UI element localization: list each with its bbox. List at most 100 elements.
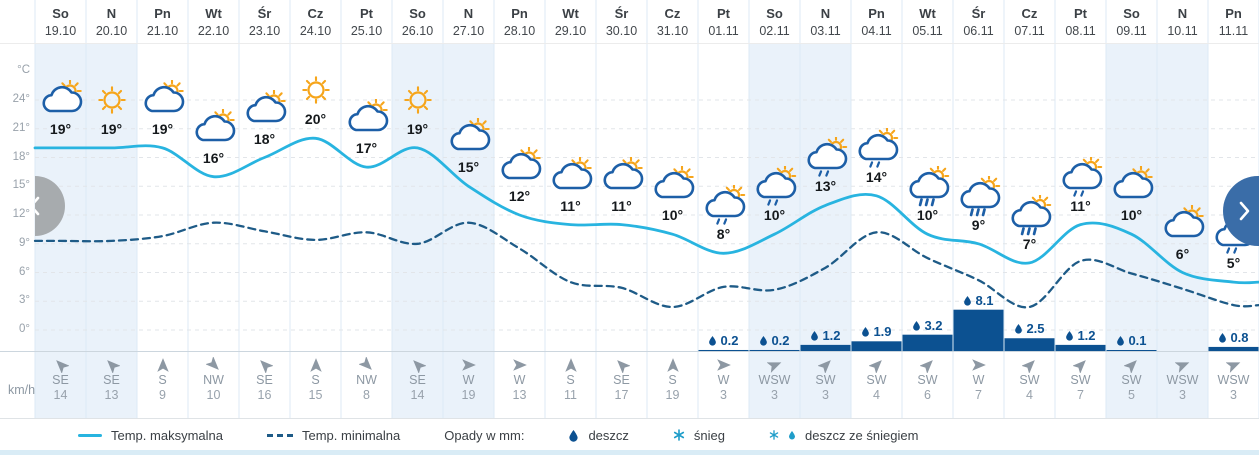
day-column-header[interactable]: N 10.11: [1157, 5, 1208, 40]
wind-speed: 6: [924, 388, 931, 402]
temp-min-line: [33, 221, 1259, 309]
precip-bar: [1208, 346, 1259, 351]
snowflake-icon: [673, 429, 685, 441]
wind-direction: SE: [52, 373, 69, 387]
day-column-header[interactable]: N 27.10: [443, 5, 494, 40]
day-date: 11.11: [1218, 24, 1249, 38]
precip-label: 1.2: [796, 328, 856, 343]
day-column-header[interactable]: Wt 22.10: [188, 5, 239, 40]
day-column-header[interactable]: Pn 04.11: [851, 5, 902, 40]
wind-cell: WSW 3: [1208, 357, 1259, 403]
day-column-header[interactable]: Śr 06.11: [953, 5, 1004, 40]
day-column-header[interactable]: Pn 21.10: [137, 5, 188, 40]
day-column-header[interactable]: Cz 24.10: [290, 5, 341, 40]
precip-label: 1.2: [1051, 328, 1111, 343]
day-date: 03.11: [810, 24, 841, 38]
day-date: 09.11: [1116, 24, 1147, 38]
wind-speed: 11: [564, 388, 577, 402]
day-column-header[interactable]: Wt 05.11: [902, 5, 953, 40]
temp-max-label: 16°: [202, 149, 225, 166]
temp-max-line-sample: [78, 433, 102, 437]
day-column-header[interactable]: Pt 01.11: [698, 5, 749, 40]
day-date: 25.10: [350, 24, 383, 38]
temp-max-label: 14°: [865, 168, 888, 185]
precip-value: 1.2: [1077, 327, 1096, 343]
wind-speed: 7: [1077, 388, 1084, 402]
day-column-header[interactable]: Pt 25.10: [341, 5, 392, 40]
sun-icon: [403, 86, 432, 114]
weather-icon: [38, 79, 84, 122]
wind-direction-arrow-icon: [766, 362, 781, 373]
day-column-header[interactable]: Pn 11.11: [1208, 5, 1259, 40]
sun-cloud-rain-icon: [1010, 193, 1051, 236]
day-column-header[interactable]: N 03.11: [800, 5, 851, 40]
wind-cell: NW 10: [188, 357, 239, 403]
wind-cell: SW 4: [1004, 357, 1055, 403]
temp-max-line: [33, 136, 1259, 285]
sun-cloud-icon: [1163, 203, 1204, 237]
day-column-header[interactable]: Śr 30.10: [596, 5, 647, 40]
day-column-header[interactable]: Cz 31.10: [647, 5, 698, 40]
sun-cloud-icon: [602, 155, 643, 189]
day-column-header[interactable]: Wt 29.10: [545, 5, 596, 40]
rain-drop-icon: [760, 335, 768, 346]
temp-max-label: 10°: [661, 207, 684, 224]
weather-icon: [752, 164, 798, 208]
precip-bar: [800, 344, 851, 351]
weather-icon: [242, 88, 288, 132]
wind-cell: SE 14: [392, 357, 443, 403]
sun-cloud-drizzle-icon: [704, 184, 745, 225]
weekend-column-highlight: [800, 43, 851, 418]
wind-direction-arrow-icon: [1225, 362, 1240, 373]
sun-cloud-icon: [245, 88, 286, 122]
day-column-header[interactable]: So 09.11: [1106, 5, 1157, 40]
wind-speed: 3: [1230, 388, 1237, 402]
day-column-header[interactable]: So 26.10: [392, 5, 443, 40]
wind-speed: 3: [771, 388, 778, 402]
wind-speed: 19: [461, 388, 476, 402]
wind-direction-arrow-icon: [309, 358, 322, 372]
day-column-header[interactable]: Cz 07.11: [1004, 5, 1055, 40]
temp-min-line-sample: [266, 433, 293, 437]
snowflake-icon: [769, 430, 779, 440]
rain-drop-icon: [1219, 332, 1227, 343]
day-date: 30.10: [605, 24, 638, 38]
day-column-header[interactable]: Pn 28.10: [494, 5, 545, 40]
day-column-header[interactable]: N 20.10: [86, 5, 137, 40]
legend-item-line-dashed: Temp. minimalna: [266, 428, 400, 443]
day-column-header[interactable]: Śr 23.10: [239, 5, 290, 40]
wind-direction-arrow-icon: [512, 359, 527, 371]
day-date: 28.10: [503, 24, 536, 38]
day-column-header[interactable]: Pt 08.11: [1055, 5, 1106, 40]
wind-cell: W 19: [443, 357, 494, 403]
legend-label: deszcz ze śniegiem: [804, 427, 919, 443]
precip-value: 0.1: [1128, 333, 1147, 348]
wind-direction-arrow-icon: [716, 359, 731, 371]
temp-max-label: 19°: [151, 120, 174, 137]
temp-max-label: 11°: [1070, 197, 1091, 214]
weather-icon: [89, 80, 135, 122]
wind-direction: SE: [103, 373, 120, 387]
wind-direction: WSW: [1166, 373, 1199, 387]
day-column-header[interactable]: So 19.10: [35, 5, 86, 40]
wind-direction: NW: [203, 373, 224, 387]
day-name: N: [106, 6, 117, 21]
legend-item-drop: deszcz: [568, 428, 629, 443]
sun-cloud-drizzle-icon: [755, 164, 796, 206]
wind-direction-arrow-icon: [1021, 360, 1035, 373]
wind-direction: S: [566, 373, 575, 387]
wind-direction: SW: [866, 373, 887, 387]
wind-cell: S 11: [545, 357, 596, 403]
precip-bar: [1055, 344, 1106, 351]
weather-icon: [1058, 155, 1104, 199]
day-date: 01.11: [708, 24, 739, 38]
legend-item-line-solid: Temp. maksymalna: [78, 428, 223, 443]
temp-axis-unit: °C: [17, 64, 30, 76]
temp-max-label: 20°: [304, 111, 327, 128]
day-column-header[interactable]: So 02.11: [749, 5, 800, 40]
precip-value: 2.5: [1026, 321, 1045, 337]
precip-value: 1.9: [873, 324, 892, 340]
rain-drop-icon: [811, 330, 819, 341]
sun-cloud-icon: [194, 107, 235, 141]
temp-max-label: 19°: [100, 120, 123, 137]
